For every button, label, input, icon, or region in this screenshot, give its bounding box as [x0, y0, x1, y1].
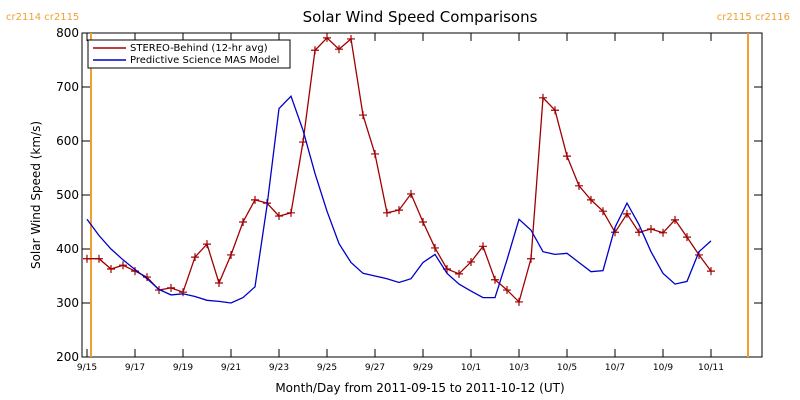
- data-point: [527, 254, 535, 263]
- x-tick-label: 10/9: [653, 363, 673, 373]
- data-point: [83, 254, 91, 263]
- data-point: [227, 250, 235, 259]
- y-tick-label: 300: [56, 296, 79, 310]
- y-tick-label: 700: [56, 80, 79, 94]
- data-point: [491, 275, 499, 284]
- data-point: [455, 269, 463, 278]
- x-tick-label: 10/11: [698, 363, 724, 373]
- legend-label: STEREO-Behind (12-hr avg): [130, 43, 268, 54]
- data-point: [383, 208, 391, 217]
- data-point: [431, 243, 439, 252]
- data-point: [515, 297, 523, 306]
- data-point: [623, 209, 631, 218]
- data-point: [371, 149, 379, 158]
- data-point: [251, 195, 259, 204]
- data-point: [539, 93, 547, 102]
- x-tick-label: 10/7: [605, 363, 625, 373]
- data-point: [647, 225, 655, 234]
- data-point: [107, 264, 115, 273]
- data-point: [275, 212, 283, 221]
- data-point: [395, 206, 403, 215]
- data-point: [599, 207, 607, 216]
- data-point: [215, 279, 223, 288]
- y-tick-label: 800: [56, 26, 79, 40]
- data-point: [191, 253, 199, 262]
- data-point: [587, 195, 595, 204]
- data-point: [359, 111, 367, 120]
- series-line: [87, 36, 712, 304]
- x-tick-label: 9/25: [317, 363, 337, 373]
- x-tick-label: 9/15: [77, 363, 97, 373]
- data-point: [287, 208, 295, 217]
- y-tick-label: 500: [56, 188, 79, 202]
- data-point: [419, 218, 427, 226]
- data-point: [167, 283, 175, 292]
- data-point: [347, 34, 355, 43]
- x-tick-label: 9/19: [173, 363, 193, 373]
- data-point: [407, 189, 415, 198]
- legend-label: Predictive Science MAS Model: [130, 55, 279, 66]
- series-line: [86, 94, 712, 304]
- annotation: cr2115 cr2116: [717, 12, 790, 23]
- data-point: [119, 261, 127, 270]
- data-point: [239, 218, 247, 226]
- y-axis-label: Solar Wind Speed (km/s): [29, 121, 43, 269]
- y-tick-label: 200: [56, 350, 79, 364]
- legend-box: [87, 39, 291, 69]
- data-point: [575, 181, 583, 190]
- x-axis-label: Month/Day from 2011-09-15 to 2011-10-12 …: [275, 381, 564, 395]
- data-point: [707, 267, 715, 276]
- x-tick-label: 9/29: [413, 363, 433, 373]
- data-point: [95, 254, 103, 263]
- data-point: [659, 228, 667, 237]
- data-point: [683, 233, 691, 242]
- chart-title: Solar Wind Speed Comparisons: [303, 8, 538, 26]
- data-point: [467, 257, 475, 266]
- data-point: [503, 286, 511, 295]
- x-tick-label: 10/1: [461, 363, 481, 373]
- x-tick-label: 9/23: [269, 363, 289, 373]
- y-tick-label: 400: [56, 242, 79, 256]
- x-tick-label: 9/27: [365, 363, 385, 373]
- plot-frame: [81, 32, 763, 358]
- x-tick-label: 9/21: [221, 363, 241, 373]
- data-point: [563, 152, 571, 161]
- data-point: [311, 46, 319, 55]
- annotation: cr2114 cr2115: [6, 12, 79, 23]
- data-point: [323, 33, 331, 42]
- x-tick-label: 9/17: [125, 363, 145, 373]
- data-point: [179, 288, 187, 297]
- data-point: [671, 215, 679, 224]
- data-point: [335, 45, 343, 54]
- x-tick-label: 10/5: [557, 363, 577, 373]
- data-point: [479, 242, 487, 251]
- data-point: [551, 106, 559, 115]
- data-point: [203, 240, 211, 249]
- y-tick-label: 600: [56, 134, 79, 148]
- x-tick-label: 10/3: [509, 363, 529, 373]
